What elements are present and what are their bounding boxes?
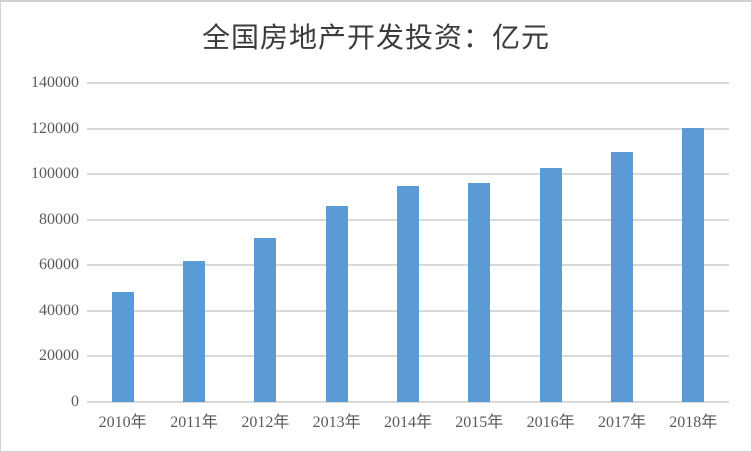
y-tick-label: 100000 — [31, 165, 79, 183]
y-tick-label: 20000 — [39, 347, 79, 365]
bar-2011年 — [182, 261, 205, 402]
x-tick-label: 2017年 — [597, 414, 646, 431]
gridline — [87, 82, 729, 84]
x-axis: 2010年 2011年 2012年 2013年 2014年 2015年 2016年 2017年… — [87, 408, 729, 432]
bar-slot — [230, 83, 301, 402]
bar-slot — [87, 83, 158, 402]
bar-2015年 — [468, 183, 491, 402]
gridline — [87, 173, 729, 176]
bar-2017年 — [610, 151, 633, 402]
y-tick-label: 0 — [71, 393, 79, 410]
x-tick-label: 2011年 — [170, 414, 218, 431]
bar-2014年 — [396, 185, 419, 402]
x-tick-label: 2016年 — [526, 414, 575, 431]
bar-slot — [515, 83, 586, 402]
plot-area — [87, 83, 729, 402]
x-tick-label: 2013年 — [312, 414, 361, 431]
y-tick-label: 120000 — [31, 119, 79, 137]
gridline — [87, 127, 729, 130]
x-axis-line — [87, 401, 729, 403]
x-tick-label: 2018年 — [669, 414, 718, 431]
bar-slot — [586, 83, 657, 402]
y-tick-label: 40000 — [39, 301, 79, 319]
bar-slot — [658, 83, 729, 402]
bar-2010年 — [111, 292, 134, 402]
bar-2012年 — [254, 238, 277, 402]
bar-slot — [372, 83, 443, 402]
bar-2018年 — [682, 128, 705, 402]
bar-slot — [444, 83, 515, 402]
bar-slot — [158, 83, 229, 402]
x-tick-label: 2014年 — [383, 414, 432, 431]
bar-2013年 — [325, 206, 348, 402]
chart-title: 全国房地产开发投资：亿元 — [201, 23, 550, 54]
y-tick-label: 80000 — [39, 210, 79, 228]
x-tick-label: 2015年 — [455, 414, 504, 431]
bar-slot — [301, 83, 372, 402]
bar-2016年 — [539, 168, 562, 402]
y-tick-label: 60000 — [39, 256, 79, 274]
x-tick-label: 2010年 — [98, 414, 147, 431]
y-tick-label: 140000 — [31, 74, 79, 91]
x-tick-label: 2012年 — [241, 414, 290, 431]
